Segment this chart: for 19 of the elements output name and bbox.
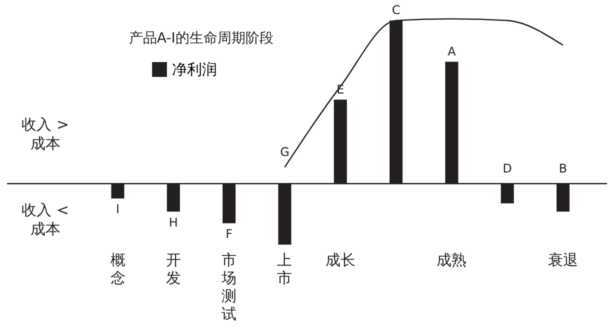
text: 成长 xyxy=(325,250,356,269)
x-tick-label: A xyxy=(448,44,457,58)
text: 产品A-I的生命周期阶段 xyxy=(128,30,274,47)
x-tick-label: B xyxy=(558,161,568,176)
text: 开发 xyxy=(166,250,181,287)
text: 收入 > 成本 xyxy=(22,115,70,152)
x-tick-label: C xyxy=(392,3,400,18)
text: 收入 < 成本 xyxy=(22,201,70,238)
text: 市场测试 xyxy=(220,250,237,323)
legend-label: 净利润 xyxy=(172,60,217,78)
x-tick-label: F xyxy=(226,226,233,241)
text: 成熟 xyxy=(436,250,467,269)
x-tick-label: H xyxy=(168,215,178,230)
text: 上市 xyxy=(277,250,292,287)
text: 概念 xyxy=(110,250,126,287)
x-tick-label: I xyxy=(116,202,120,216)
text: 衰退 xyxy=(548,250,578,269)
x-tick-label: D xyxy=(502,161,512,176)
x-tick-label: G xyxy=(280,144,290,159)
